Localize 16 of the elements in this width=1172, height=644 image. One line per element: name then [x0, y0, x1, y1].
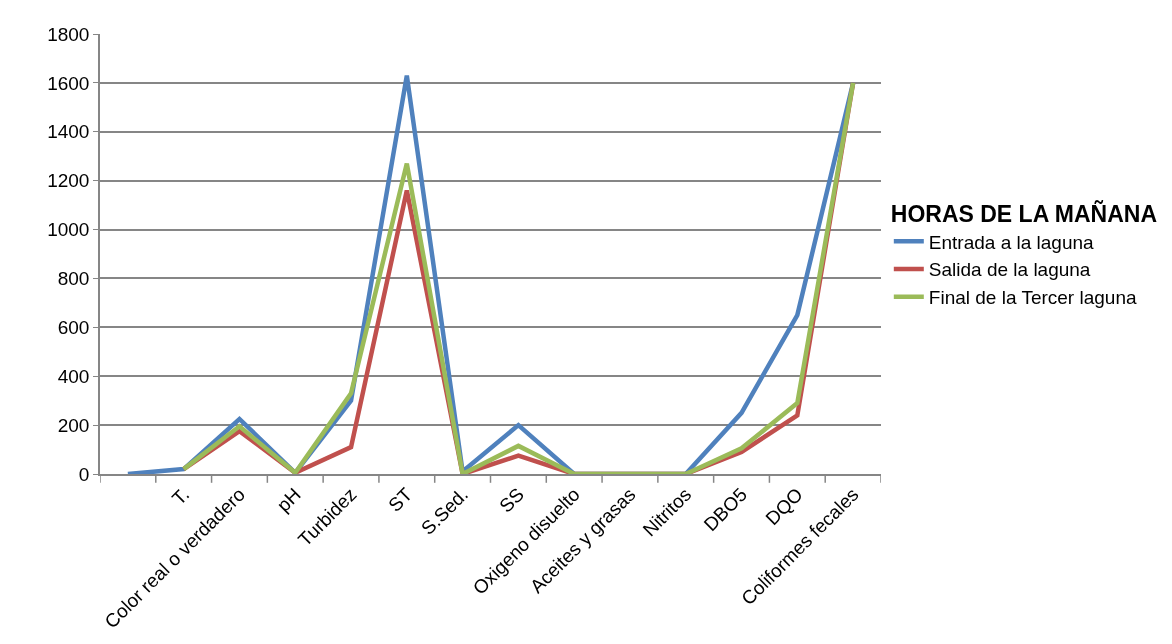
y-tick-label: 1000 — [47, 219, 90, 241]
y-tick-label: 1400 — [47, 121, 90, 143]
y-tick-label: 1600 — [47, 72, 90, 94]
y-tick-label: 1200 — [47, 170, 90, 192]
x-tick-label: ST — [384, 483, 417, 516]
legend-label: Entrada a la laguna — [928, 231, 1095, 253]
legend-label: Salida de la laguna — [928, 259, 1091, 281]
y-tick-label: 1800 — [47, 23, 90, 45]
x-tick-label: SS — [495, 483, 528, 517]
y-tick-label: 600 — [57, 316, 90, 338]
legend-label: Final de la Tercer laguna — [928, 287, 1137, 309]
y-tick-label: 200 — [57, 414, 90, 436]
y-tick-label: 800 — [57, 268, 90, 290]
y-tick-label: 0 — [78, 463, 90, 485]
y-tick-label: 400 — [57, 365, 90, 387]
legend-title: HORAS DE LA MAÑANA — [890, 200, 1158, 228]
